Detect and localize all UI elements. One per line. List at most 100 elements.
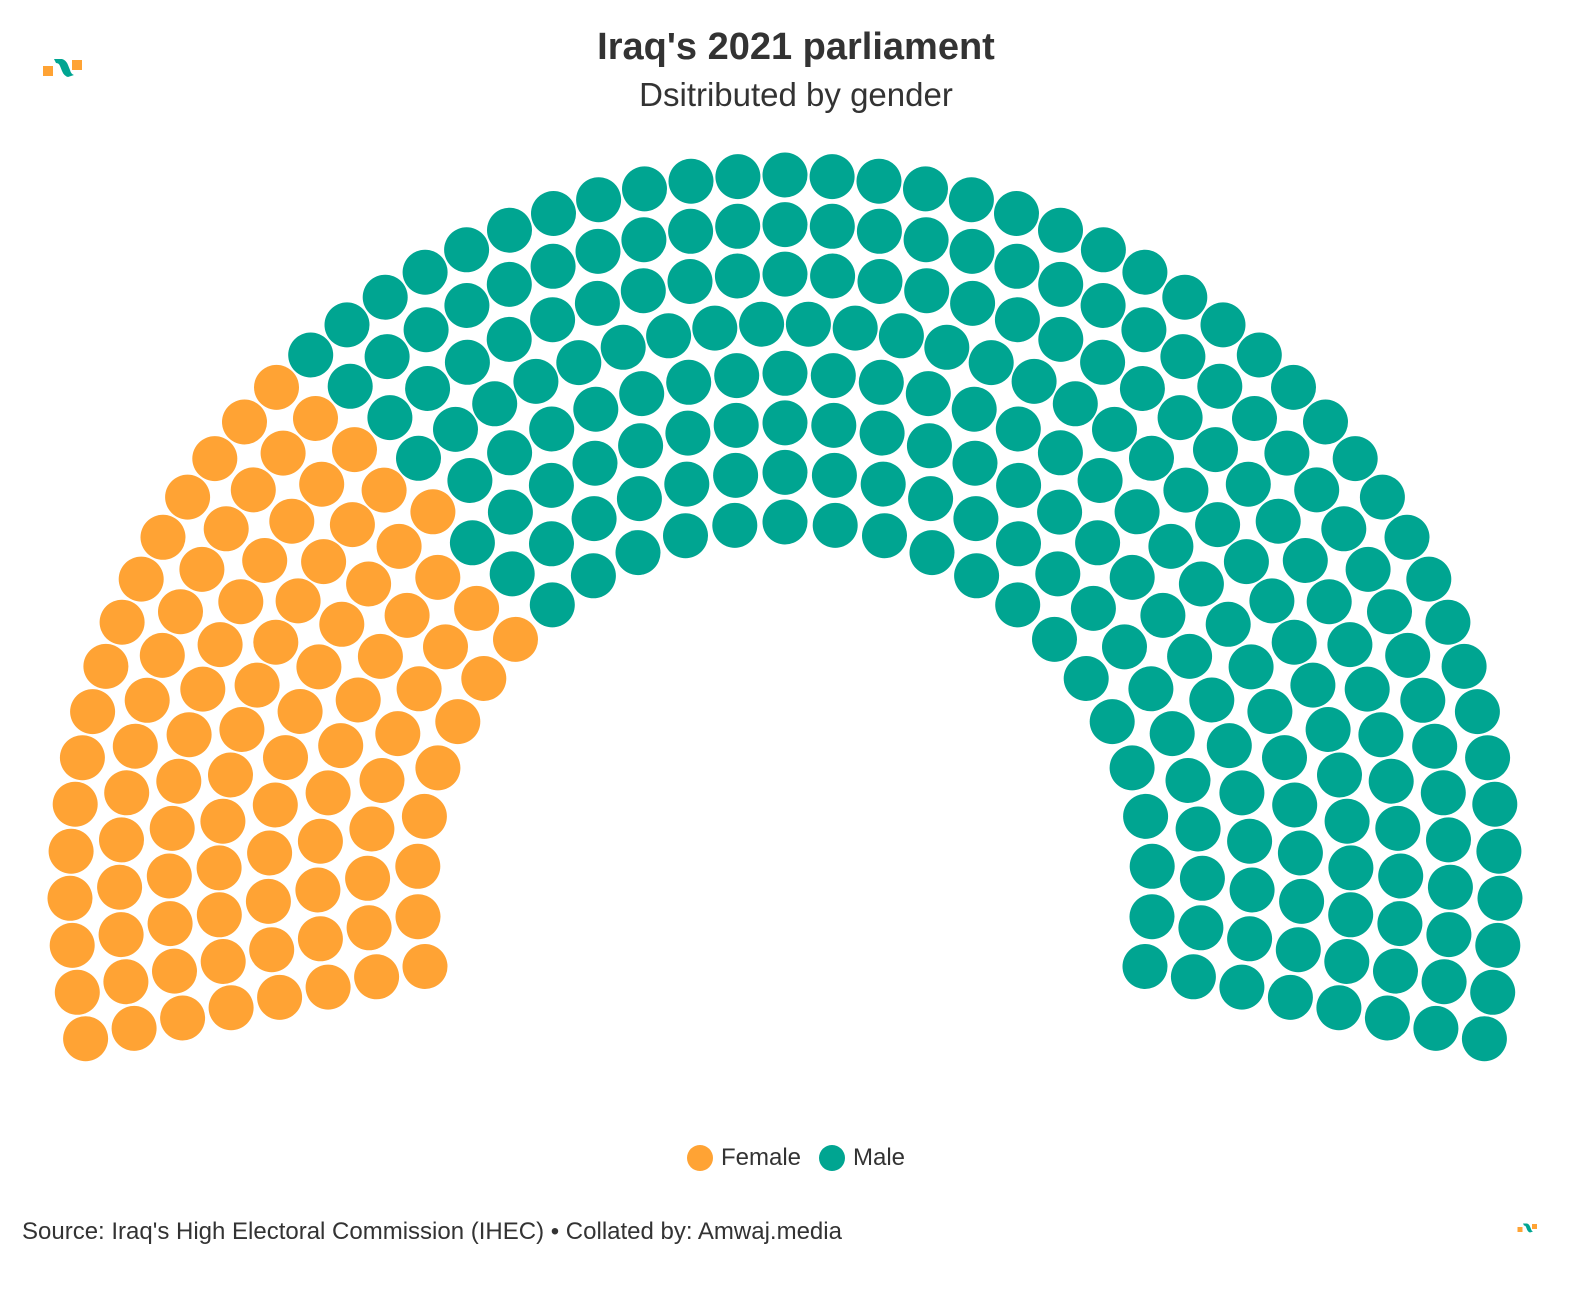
seat-male[interactable] [573, 386, 619, 432]
seat-male[interactable] [1385, 632, 1431, 678]
seat-male[interactable] [405, 366, 451, 411]
seat-male[interactable] [1227, 818, 1273, 864]
seat-female[interactable] [140, 514, 186, 560]
seat-male[interactable] [903, 166, 948, 212]
seat-male[interactable] [1149, 711, 1195, 757]
seat-male[interactable] [951, 386, 997, 432]
seat-male[interactable] [1262, 735, 1307, 781]
seat-male[interactable] [809, 203, 855, 249]
seat-female[interactable] [165, 474, 211, 520]
seat-male[interactable] [1305, 707, 1351, 752]
seat-male[interactable] [1193, 427, 1238, 473]
seat-male[interactable] [1412, 723, 1458, 769]
seat-female[interactable] [230, 467, 276, 513]
seat-female[interactable] [305, 770, 351, 816]
seat-female[interactable] [59, 735, 105, 781]
seat-male[interactable] [949, 228, 995, 274]
seat-male[interactable] [449, 520, 495, 566]
seat-male[interactable] [1077, 458, 1123, 503]
seat-male[interactable] [953, 496, 999, 542]
seat-male[interactable] [487, 489, 533, 535]
seat-female[interactable] [139, 632, 185, 678]
seat-male[interactable] [362, 274, 408, 320]
seat-male[interactable] [1472, 781, 1518, 827]
seat-female[interactable] [318, 723, 364, 769]
seat-male[interactable] [994, 297, 1040, 343]
seat-female[interactable] [359, 758, 405, 803]
seat-female[interactable] [160, 995, 206, 1041]
seat-male[interactable] [1345, 546, 1391, 592]
seat-male[interactable] [1229, 867, 1275, 913]
seat-male[interactable] [857, 259, 903, 304]
seat-male[interactable] [715, 154, 761, 200]
seat-male[interactable] [619, 371, 665, 417]
seat-male[interactable] [809, 154, 855, 200]
seat-male[interactable] [1324, 939, 1370, 984]
seat-male[interactable] [812, 502, 858, 548]
seat-male[interactable] [600, 324, 646, 370]
seat-male[interactable] [1148, 523, 1194, 569]
seat-male[interactable] [1129, 435, 1174, 481]
seat-male[interactable] [646, 313, 692, 359]
seat-female[interactable] [299, 461, 345, 507]
seat-male[interactable] [1037, 430, 1083, 476]
seat-male[interactable] [1232, 396, 1277, 441]
seat-female[interactable] [297, 916, 343, 962]
seat-male[interactable] [1294, 467, 1340, 513]
seat-female[interactable] [296, 644, 342, 690]
seat-male[interactable] [1219, 770, 1265, 816]
seat-male[interactable] [954, 553, 1000, 599]
seat-female[interactable] [415, 554, 461, 600]
seat-male[interactable] [1420, 770, 1466, 816]
seat-female[interactable] [70, 689, 116, 735]
seat-male[interactable] [1063, 656, 1109, 701]
seat-male[interactable] [1129, 843, 1175, 889]
seat-male[interactable] [1170, 954, 1216, 1000]
seat-male[interactable] [713, 452, 759, 498]
seat-male[interactable] [447, 458, 493, 503]
seat-female[interactable] [361, 467, 407, 513]
seat-female[interactable] [124, 677, 170, 723]
seat-male[interactable] [924, 324, 970, 370]
seat-male[interactable] [1306, 579, 1352, 625]
seat-female[interactable] [147, 901, 193, 947]
seat-male[interactable] [762, 449, 808, 495]
seat-male[interactable] [622, 166, 667, 212]
seat-female[interactable] [332, 427, 377, 473]
seat-female[interactable] [234, 662, 280, 708]
seat-female[interactable] [247, 830, 293, 876]
seat-male[interactable] [444, 283, 490, 328]
seat-male[interactable] [667, 259, 713, 304]
seat-male[interactable] [1114, 489, 1160, 535]
seat-male[interactable] [1140, 592, 1186, 638]
seat-male[interactable] [858, 359, 904, 405]
seat-female[interactable] [252, 782, 298, 828]
seat-male[interactable] [324, 302, 370, 348]
seat-female[interactable] [99, 599, 145, 645]
seat-female[interactable] [98, 912, 144, 958]
seat-female[interactable] [149, 805, 195, 851]
seat-male[interactable] [714, 253, 760, 299]
seat-female[interactable] [111, 1005, 157, 1051]
seat-male[interactable] [1128, 666, 1174, 712]
seat-male[interactable] [1197, 363, 1243, 409]
seat-female[interactable] [410, 489, 456, 535]
seat-female[interactable] [329, 502, 375, 548]
seat-female[interactable] [305, 964, 351, 1010]
seat-male[interactable] [1038, 261, 1084, 307]
seat-male[interactable] [530, 243, 576, 289]
seat-male[interactable] [1421, 959, 1467, 1005]
seat-male[interactable] [1470, 969, 1516, 1015]
seat-female[interactable] [180, 666, 226, 712]
seat-male[interactable] [486, 316, 532, 362]
seat-male[interactable] [994, 243, 1040, 289]
seat-male[interactable] [1427, 864, 1473, 910]
seat-male[interactable] [762, 152, 808, 198]
seat-female[interactable] [293, 396, 338, 441]
seat-male[interactable] [1119, 366, 1165, 411]
seat-male[interactable] [403, 307, 449, 353]
seat-male[interactable] [859, 410, 905, 456]
seat-male[interactable] [713, 402, 759, 448]
seat-male[interactable] [528, 462, 574, 508]
seat-female[interactable] [48, 828, 94, 874]
